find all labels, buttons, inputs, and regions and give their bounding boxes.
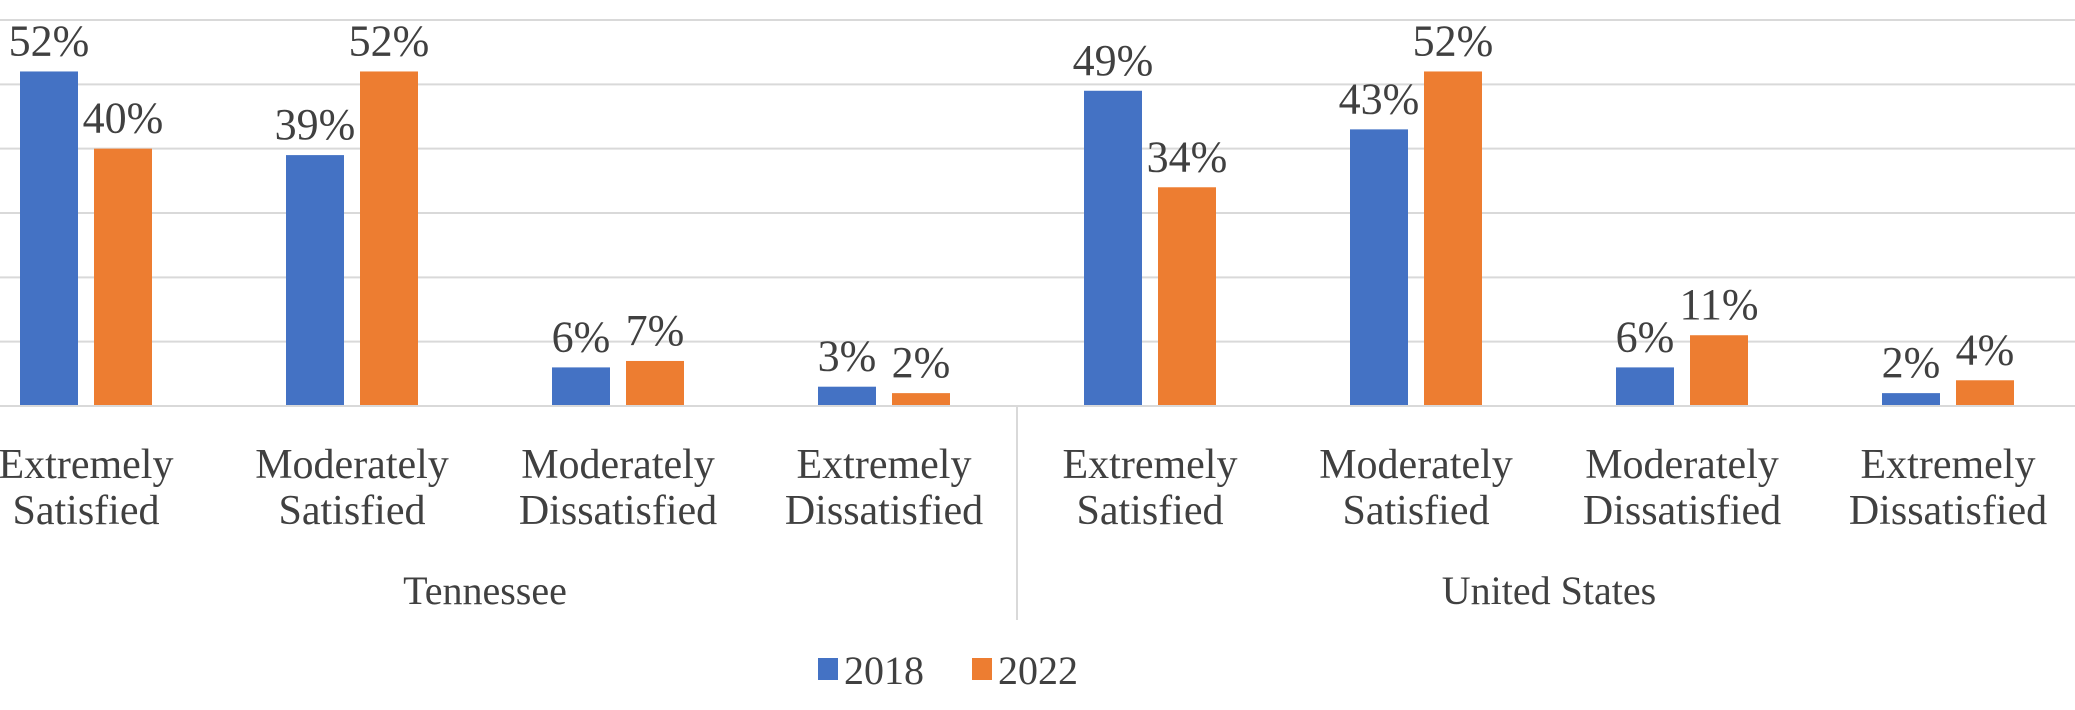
bar-2018 xyxy=(286,155,344,406)
bar-2022 xyxy=(1690,335,1748,406)
data-label: 52% xyxy=(9,16,90,65)
category-label: Moderately xyxy=(255,442,449,488)
category-label: Moderately xyxy=(1319,442,1513,488)
bar-2022 xyxy=(94,148,152,406)
data-labels: 52%40% 39%52%6% 7%3% 2%49%34%43%52%6%11%2% 4… xyxy=(9,16,2015,387)
data-label: 3% xyxy=(818,332,877,381)
data-label: 7% xyxy=(626,306,685,355)
legend-label: 2022 xyxy=(998,648,1078,693)
category-label: Satisfied xyxy=(1077,488,1224,534)
category-label: Satisfied xyxy=(279,488,426,534)
data-label: 43% xyxy=(1339,74,1420,123)
category-label: Extremely xyxy=(797,442,972,488)
category-axis: ExtremelySatisfiedModeratelySatisfiedMod… xyxy=(0,405,2075,620)
data-label: 11% xyxy=(1679,280,1758,329)
data-label: 40% xyxy=(83,94,164,143)
category-label: Dissatisfied xyxy=(1849,488,2047,534)
bar-2018 xyxy=(20,71,78,406)
bar-2022 xyxy=(1956,380,2014,406)
data-label: 2% xyxy=(892,338,951,387)
data-label: 4% xyxy=(1956,325,2015,374)
data-label: 6% xyxy=(1616,312,1675,361)
category-label: Extremely xyxy=(1861,442,2036,488)
data-label: 34% xyxy=(1147,132,1228,181)
bar-2022 xyxy=(1158,187,1216,406)
category-label: Extremely xyxy=(1063,442,1238,488)
category-label: Dissatisfied xyxy=(785,488,983,534)
legend-swatch-2018 xyxy=(818,658,838,680)
category-label: Extremely xyxy=(0,442,173,488)
data-label: 2% xyxy=(1882,338,1941,387)
category-label: Satisfied xyxy=(13,488,160,534)
bar-2018 xyxy=(1084,90,1142,407)
bar-2022 xyxy=(1424,71,1482,406)
bars xyxy=(20,71,2014,407)
category-label: Moderately xyxy=(1585,442,1779,488)
category-label: Dissatisfied xyxy=(1583,488,1781,534)
bar-2022 xyxy=(892,393,950,406)
category-label: Moderately xyxy=(521,442,715,488)
data-label: 39% xyxy=(275,100,356,149)
legend: 2018 2022 xyxy=(818,648,1078,693)
legend-label: 2018 xyxy=(844,648,924,693)
category-label: Dissatisfied xyxy=(519,488,717,534)
bar-2018 xyxy=(552,367,610,406)
bar-2018 xyxy=(1350,129,1408,406)
legend-swatch-2022 xyxy=(972,658,992,680)
bar-2018 xyxy=(1882,393,1940,406)
data-label: 52% xyxy=(349,16,430,65)
bar-2018 xyxy=(818,386,876,406)
group-label: Tennessee xyxy=(403,568,567,613)
data-label: 49% xyxy=(1073,36,1154,85)
bar-2018 xyxy=(1616,367,1674,406)
data-label: 52% xyxy=(1413,16,1494,65)
bar-2022 xyxy=(360,71,418,406)
bar-2022 xyxy=(626,360,684,406)
data-label: 6% xyxy=(552,312,611,361)
group-label: United States xyxy=(1442,568,1656,613)
category-label: Satisfied xyxy=(1343,488,1490,534)
